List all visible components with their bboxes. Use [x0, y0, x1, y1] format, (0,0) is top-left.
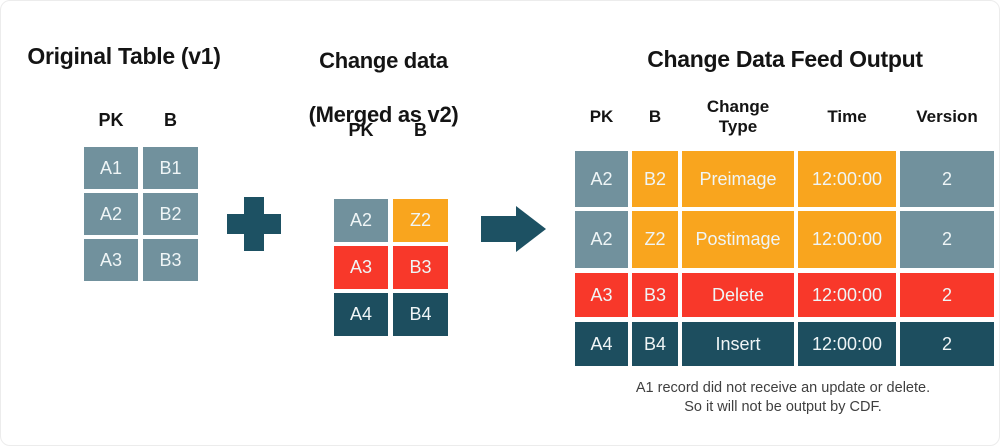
cdf-row-insert: A4 B4 Insert 12:00:00 2 [575, 322, 994, 366]
cdf-cell-pk: A4 [575, 322, 628, 366]
change-data-header-b: B [414, 120, 427, 140]
cdf-cell-pk: A3 [575, 273, 628, 317]
cdf-header-time: Time [827, 107, 867, 126]
cdf-cell-version: 2 [900, 151, 994, 207]
cdf-row-preimage: A2 B2 Preimage 12:00:00 2 [575, 151, 994, 207]
arrow-right-icon [481, 206, 546, 253]
change-cell-a3: A3 [334, 246, 388, 289]
change-data-title: Change data (Merged as v2) [296, 47, 471, 128]
arrow-head [516, 206, 546, 252]
cdf-cell-time: 12:00:00 [798, 322, 896, 366]
change-cell-a4: A4 [334, 293, 388, 336]
cdf-header-pk: PK [589, 107, 614, 126]
change-cell-b4: B4 [393, 293, 448, 336]
cdf-row-delete: A3 B3 Delete 12:00:00 2 [575, 273, 994, 317]
cdf-cell-version: 2 [900, 322, 994, 366]
change-cell-a2: A2 [334, 199, 388, 242]
cdf-cell-change-type: Preimage [682, 151, 794, 207]
cdf-cell-time: 12:00:00 [798, 151, 896, 207]
original-table-header-pk: PK [98, 110, 124, 130]
cdf-cell-b: Z2 [632, 211, 678, 268]
cdf-row-postimage: A2 Z2 Postimage 12:00:00 2 [575, 211, 994, 268]
cdf-output-headers: PK B Change Type Time Version [575, 94, 994, 140]
cdf-cell-time: 12:00:00 [798, 211, 896, 268]
cdf-cell-pk: A2 [575, 151, 628, 207]
original-table-grid: A1 B1 A2 B2 A3 B3 [84, 147, 198, 281]
plus-vertical-bar [244, 197, 264, 251]
cdf-cell-time: 12:00:00 [798, 273, 896, 317]
change-data-title-line2: (Merged as v2) [308, 102, 459, 127]
cdf-cell-change-type: Postimage [682, 211, 794, 268]
original-cell-b3: B3 [143, 239, 198, 281]
cdf-cell-b: B2 [632, 151, 678, 207]
change-data-title-line1: Change data [319, 48, 448, 73]
cdf-cell-pk: A2 [575, 211, 628, 268]
original-cell-a3: A3 [84, 239, 138, 281]
cdf-header-b: B [648, 107, 662, 126]
cdf-cell-change-type: Delete [682, 273, 794, 317]
cdf-footnote-line2: So it will not be output by CDF. [684, 399, 882, 415]
change-cell-b3: B3 [393, 246, 448, 289]
cdf-header-version: Version [916, 107, 978, 126]
original-cell-a2: A2 [84, 193, 138, 235]
original-cell-b2: B2 [143, 193, 198, 235]
original-cell-b1: B1 [143, 147, 198, 189]
cdf-footnote-line1: A1 record did not receive an update or d… [635, 380, 931, 396]
cdf-footnote: A1 record did not receive an update or d… [571, 379, 995, 417]
original-cell-a1: A1 [84, 147, 138, 189]
arrow-body [481, 216, 518, 242]
cdf-cell-change-type: Insert [682, 322, 794, 366]
cdf-header-change-type: Change Type [706, 97, 770, 136]
plus-icon [227, 197, 281, 251]
original-table-title: Original Table (v1) [27, 43, 221, 69]
change-data-grid: A2 Z2 A3 B3 A4 B4 [334, 199, 448, 336]
change-data-header-pk: PK [348, 120, 374, 140]
cdf-cell-version: 2 [900, 273, 994, 317]
cdf-cell-b: B4 [632, 322, 678, 366]
original-table-header-b: B [164, 110, 177, 130]
cdf-cell-version: 2 [900, 211, 994, 268]
change-cell-z2: Z2 [393, 199, 448, 242]
cdf-cell-b: B3 [632, 273, 678, 317]
cdf-output-title: Change Data Feed Output [647, 46, 923, 72]
